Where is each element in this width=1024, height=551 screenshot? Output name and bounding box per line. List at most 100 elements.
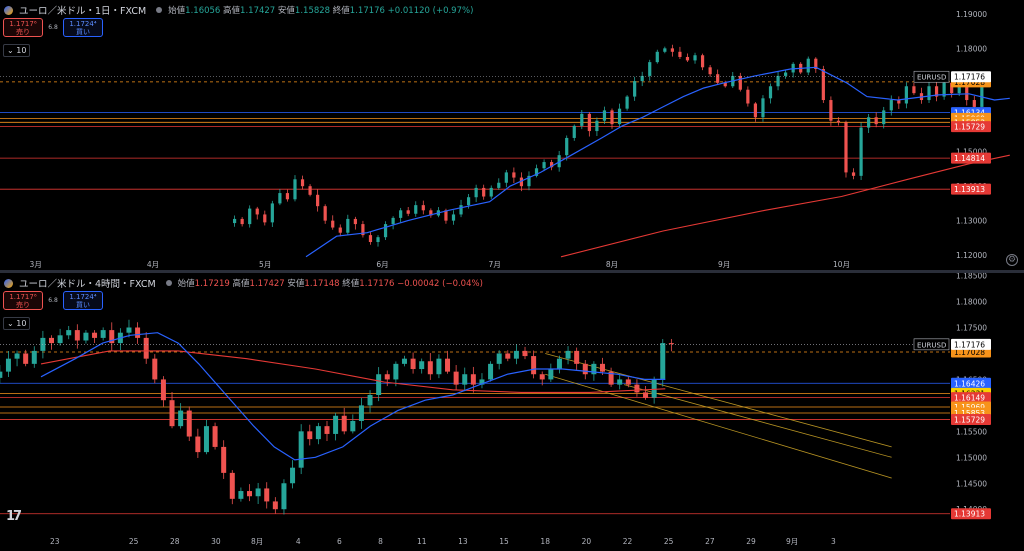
y-tick-label: 1.14500 <box>956 479 987 488</box>
candle-body <box>489 187 493 197</box>
candle-body <box>617 379 623 385</box>
daily-chart-title[interactable]: ユーロ／米ドル・1日・FXCM <box>19 6 147 17</box>
daily-chart-pane[interactable]: 1.190001.180001.170001.160001.150001.140… <box>0 0 1024 270</box>
candle-body <box>716 74 720 83</box>
symbol-logo-icon <box>4 5 13 15</box>
candle-body <box>784 72 788 76</box>
dashed-level-tag: 1.17028 <box>954 348 985 357</box>
candle-body <box>83 332 89 341</box>
symbol-tag-bg <box>913 70 950 83</box>
x-tick-label: 8 <box>378 537 383 546</box>
candle-body <box>445 358 451 372</box>
candle-body <box>648 62 652 76</box>
daily-ohlc: 始値1.16056 高値1.17427 安値1.15828 終値1.17176 … <box>168 6 474 16</box>
h4-chart-canvas[interactable]: 1.185001.180001.175001.170001.165001.160… <box>0 273 1024 551</box>
candle-body <box>663 48 667 52</box>
moving-average-short <box>305 66 1010 258</box>
candle-body <box>143 337 149 359</box>
candle-body <box>957 86 961 94</box>
y-tick-label: 1.12000 <box>956 251 987 260</box>
candle-body <box>48 337 54 344</box>
candle-body <box>0 371 3 378</box>
spread-value: 6.8 <box>48 297 58 304</box>
h4-chart-pane[interactable]: 1.185001.180001.175001.170001.165001.160… <box>0 273 1024 551</box>
candle-body <box>814 58 818 70</box>
candle-body <box>617 108 622 125</box>
candle-body <box>338 227 342 233</box>
candle-body <box>534 168 539 176</box>
h4-chart-title[interactable]: ユーロ／米ドル・4時間・FXCM <box>19 279 156 290</box>
x-tick-label: 8月 <box>606 260 618 269</box>
candle-body <box>829 100 833 121</box>
trend-channel-line <box>623 384 892 458</box>
quantity-selector[interactable]: ⌄ 10 <box>3 44 31 57</box>
buy-button[interactable]: 1.1724⁴ 買い <box>63 291 103 310</box>
candle-body <box>367 395 373 406</box>
y-tick-label: 1.13000 <box>956 217 987 226</box>
candle-body <box>410 358 416 370</box>
candle-body <box>496 353 502 364</box>
candle-body <box>660 343 666 380</box>
market-status-icon <box>156 7 163 13</box>
moving-average-long <box>560 154 1010 258</box>
sell-button[interactable]: 1.1717⁶ 売り <box>3 18 43 37</box>
candle-body <box>429 210 433 216</box>
daily-trade-panel: 1.1717⁶ 売り 6.8 1.1724⁴ 買い <box>3 18 103 37</box>
candle-body <box>315 426 321 440</box>
candle-body <box>350 420 356 432</box>
candle-body <box>186 410 192 437</box>
h4-ohlc: 始値1.17219 高値1.17427 安値1.17148 終値1.17176 … <box>177 279 483 289</box>
dashed-level-tag: 1.17028 <box>954 78 985 87</box>
candle-body <box>376 374 382 395</box>
candle-body <box>548 369 554 380</box>
candle-body <box>353 218 357 225</box>
candle-body <box>109 330 115 344</box>
tradingview-logo-icon[interactable]: 17 <box>6 509 22 524</box>
symbol-tag-bg <box>913 338 950 351</box>
candle-body <box>522 350 528 357</box>
candle-body <box>466 197 471 206</box>
candle-body <box>806 58 810 73</box>
candle-body <box>263 214 267 223</box>
candle-body <box>708 67 712 75</box>
pane-divider[interactable] <box>0 270 1024 273</box>
candle-body <box>482 187 486 197</box>
candle-body <box>512 172 516 178</box>
candle-body <box>670 48 674 52</box>
sell-button[interactable]: 1.1717⁶ 売り <box>3 291 43 310</box>
x-tick-label: 15 <box>499 537 509 546</box>
candle-body <box>889 100 893 111</box>
level-price-tag-bg <box>951 152 991 164</box>
x-tick-label: 28 <box>170 537 180 546</box>
y-tick-label: 1.17500 <box>956 324 987 333</box>
candle-body <box>391 217 395 225</box>
candle-body <box>874 117 878 125</box>
candle-body <box>851 172 856 176</box>
level-price-tag: 1.15969 <box>954 403 985 412</box>
candle-body <box>513 350 519 359</box>
candle-body <box>393 363 399 380</box>
x-tick-label: 9月 <box>786 537 798 546</box>
candle-body <box>346 218 350 233</box>
candle-body <box>160 379 166 401</box>
buy-button[interactable]: 1.1724⁴ 買い <box>63 18 103 37</box>
x-tick-label: 27 <box>705 537 715 546</box>
candle-body <box>233 218 237 224</box>
h4-trade-panel: 1.1717⁶ 売り 6.8 1.1724⁴ 買い <box>3 291 103 310</box>
y-tick-label: 1.15000 <box>956 148 987 157</box>
candle-body <box>904 86 908 104</box>
candle-body <box>859 127 863 176</box>
y-tick-label: 1.15500 <box>956 427 987 436</box>
candle-body <box>488 363 494 380</box>
daily-chart-canvas[interactable]: 1.190001.180001.170001.160001.150001.140… <box>0 0 1024 270</box>
market-status-icon <box>165 280 172 286</box>
candle-body <box>836 120 841 123</box>
moving-average-long <box>40 350 666 393</box>
settings-icon[interactable]: ⚙ <box>1006 254 1018 266</box>
candle-body <box>92 332 98 338</box>
quantity-selector[interactable]: ⌄ 10 <box>3 317 31 330</box>
x-tick-label: 7月 <box>489 260 501 269</box>
x-tick-label: 6 <box>337 537 342 546</box>
daily-chart-header: ユーロ／米ドル・1日・FXCM 始値1.16056 高値1.17427 安値1.… <box>4 3 473 17</box>
x-tick-label: 5月 <box>259 260 271 269</box>
